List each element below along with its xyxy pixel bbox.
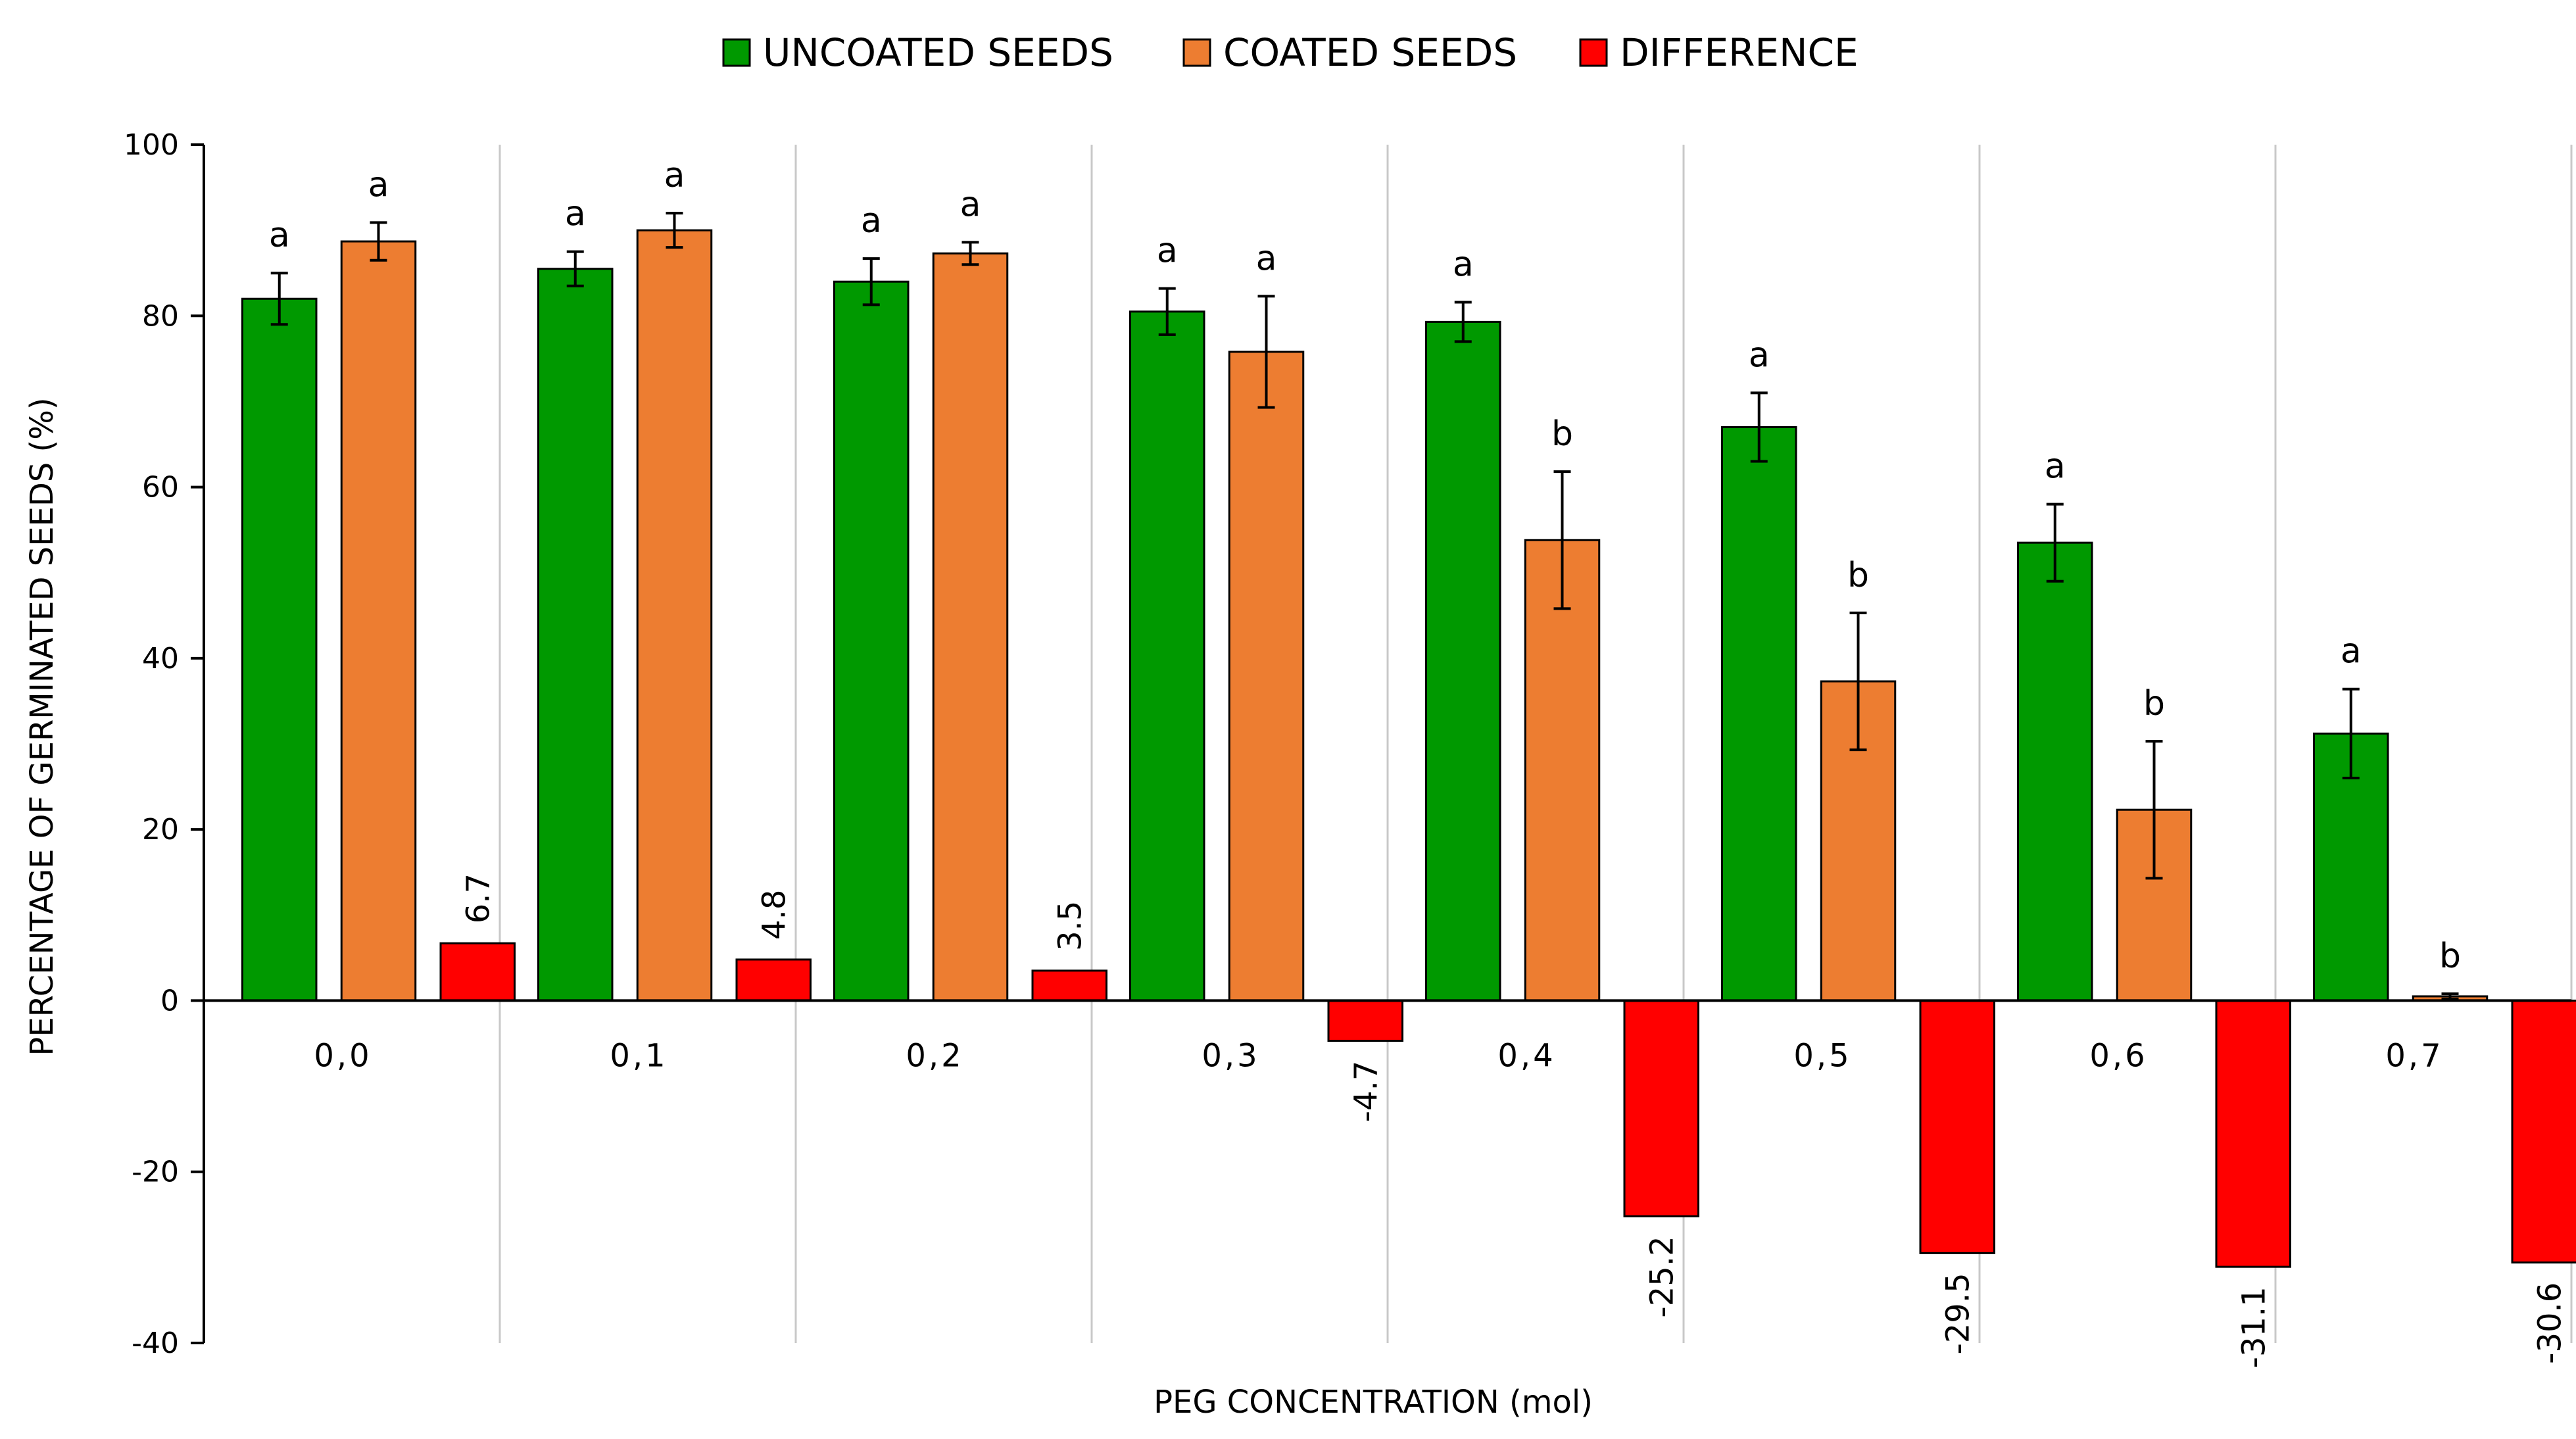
bar (1623, 999, 1699, 1217)
bars (241, 212, 2576, 1268)
bar (439, 942, 516, 1002)
y-tick-label: -20 (132, 1156, 179, 1189)
difference-value-label: 4.8 (756, 890, 792, 940)
significance-letter: a (664, 156, 685, 195)
x-axis-title: PEG CONCENTRATION (mol) (1154, 1384, 1593, 1421)
significance-letter: a (269, 216, 290, 255)
bar (1129, 310, 1205, 1002)
y-tick-label: -40 (132, 1327, 179, 1360)
legend-label: DIFFERENCE (1620, 30, 1859, 75)
x-category-label: 0,0 (314, 1037, 372, 1074)
significance-letter: b (1847, 556, 1869, 595)
bar (1031, 969, 1107, 1002)
significance-letter: a (2045, 447, 2066, 487)
significance-letter: a (960, 185, 981, 224)
data-labels: a a 6.7 a a 4.8 a a 3.5 a a -4.7 a b -25.2 a b -29.5 a b -31… (269, 156, 2568, 1368)
bar (340, 240, 417, 1002)
significance-letter: b (1551, 414, 1573, 454)
y-tick-label: 60 (142, 471, 179, 504)
bar (735, 958, 812, 1002)
y-tick-label: 0 (160, 984, 179, 1017)
legend-swatch (1182, 38, 1211, 67)
difference-value-label: -31.1 (2235, 1286, 2272, 1368)
y-axis-title: PERCENTAGE OF GERMINATED SEEDS (%) (24, 397, 61, 1056)
significance-letter: a (368, 165, 389, 205)
significance-letter: a (565, 195, 586, 234)
bar (2017, 541, 2093, 1002)
legend-swatch (1579, 38, 1608, 67)
bar (2511, 999, 2576, 1264)
bar (1228, 351, 1305, 1002)
legend-label: UNCOATED SEEDS (763, 30, 1113, 75)
legend-swatch (722, 38, 751, 67)
y-tick-label: 40 (142, 642, 179, 675)
bar (1721, 426, 1797, 1002)
bar (932, 252, 1009, 1002)
significance-letter: a (1749, 335, 1770, 375)
difference-value-label: -30.6 (2531, 1282, 2568, 1364)
bar (636, 229, 713, 1002)
x-category-label: 0,4 (1497, 1037, 1555, 1074)
y-tick-label: 80 (142, 299, 179, 333)
y-tick-label: 100 (124, 128, 179, 162)
significance-letter: a (1256, 239, 1277, 278)
bar (241, 297, 318, 1002)
significance-letter: b (2143, 684, 2165, 723)
difference-value-label: -25.2 (1643, 1236, 1680, 1317)
x-category-label: 0,1 (610, 1037, 668, 1074)
legend-label: COATED SEEDS (1223, 30, 1517, 75)
bar (537, 268, 614, 1002)
significance-letter: a (1157, 232, 1178, 271)
y-tick-label: 20 (142, 813, 179, 846)
x-category-label: 0,2 (906, 1037, 963, 1074)
legend: UNCOATED SEEDS COATED SEEDS DIFFERENCE (722, 30, 1859, 75)
significance-letter: a (861, 201, 882, 241)
difference-value-label: 3.5 (1052, 901, 1088, 951)
x-category-label: 0,3 (1202, 1037, 1259, 1074)
significance-letter: a (1453, 245, 1474, 284)
category-gridlines (498, 145, 2573, 1343)
difference-value-label: -4.7 (1348, 1061, 1384, 1123)
bar (1919, 999, 1995, 1254)
difference-value-label: -29.5 (1939, 1273, 1976, 1354)
bar (1425, 320, 1501, 1002)
axes: -40 -20 0 20 40 60 80 100 0,0 0,1 0,2 0,3 0,4 0,5 0,6 0… (124, 128, 2571, 1360)
x-category-label: 0,6 (2089, 1037, 2147, 1074)
difference-value-label: 6.7 (460, 873, 497, 923)
x-category-label: 0,5 (1793, 1037, 1851, 1074)
x-category-label: 0,7 (2385, 1037, 2443, 1074)
bar (833, 280, 910, 1002)
bar (2215, 999, 2291, 1268)
significance-letter: a (2341, 632, 2362, 671)
bar (1327, 999, 1403, 1042)
significance-letter: b (2439, 937, 2461, 976)
